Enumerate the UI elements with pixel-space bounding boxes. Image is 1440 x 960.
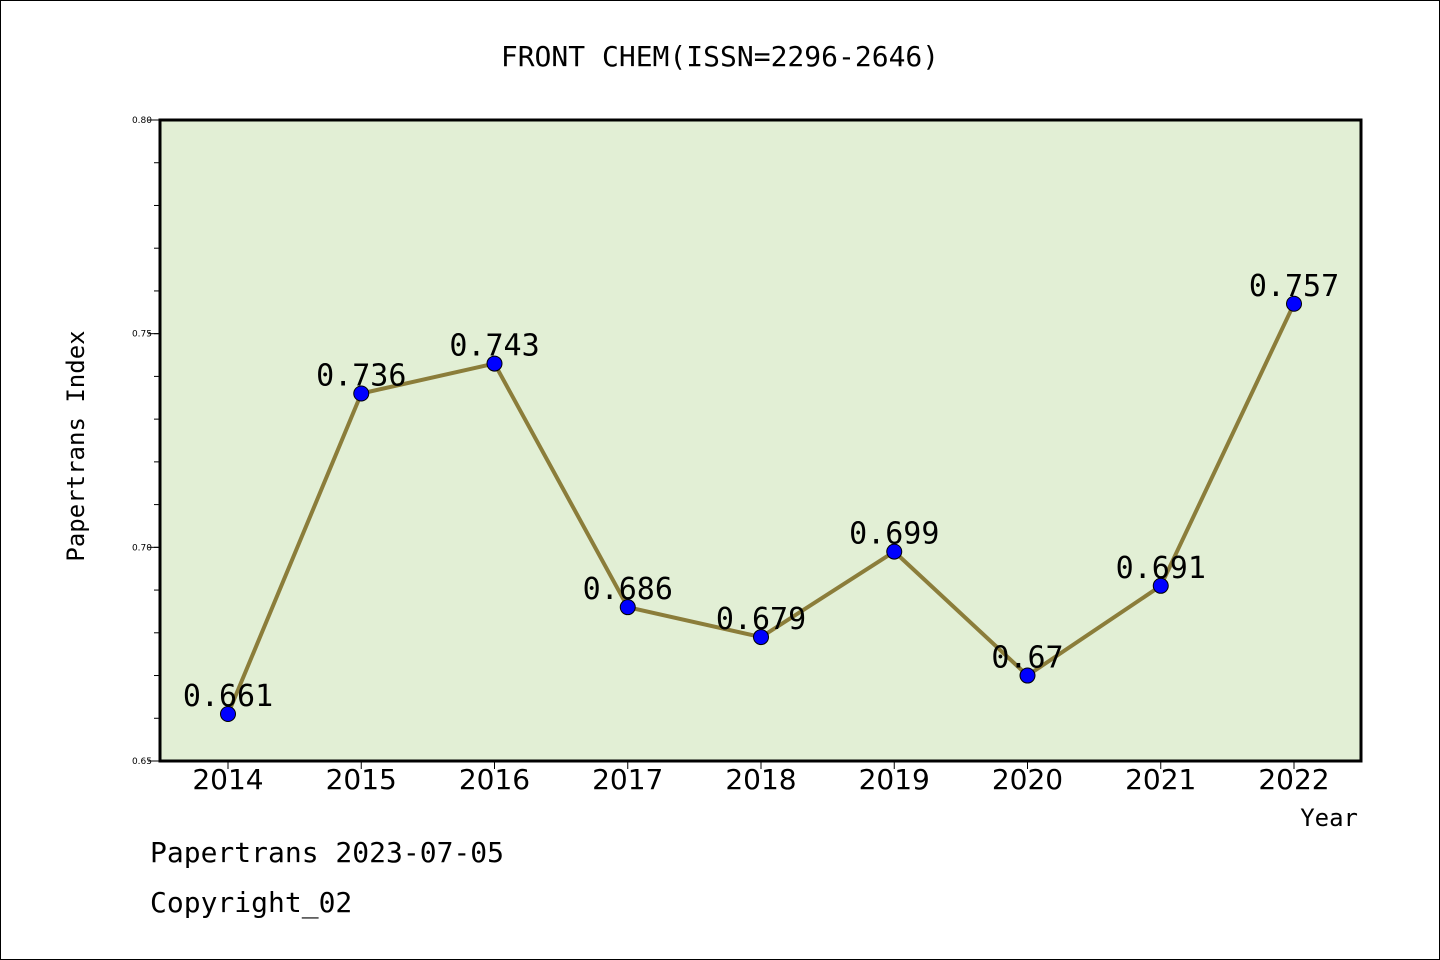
x-tick-label-2015: 2015 <box>326 763 397 796</box>
data-label-2020: 0.67 <box>991 641 1063 676</box>
chart-title: FRONT CHEM(ISSN=2296-2646) <box>501 40 939 73</box>
data-point-2018 <box>753 629 769 646</box>
x-tick-label-2022: 2022 <box>1258 763 1329 796</box>
x-tick-label-2017: 2017 <box>592 763 663 796</box>
data-point-2022 <box>1286 295 1302 312</box>
data-point-2016 <box>486 355 503 372</box>
data-label-2015: 0.736 <box>316 358 406 393</box>
footer-date: Papertrans 2023-07-05 <box>150 836 505 869</box>
data-label-2019: 0.699 <box>849 517 939 552</box>
y-axis-tick-labels: 0.65 0.70 0.75 0.80 <box>132 116 152 767</box>
x-tick-label-2014: 2014 <box>192 763 263 796</box>
series-markers <box>220 295 1302 722</box>
plot-border <box>158 118 1363 763</box>
data-point-2014 <box>220 705 236 722</box>
footer-copyright: Copyright_02 <box>150 886 353 919</box>
data-label-2017: 0.686 <box>583 572 673 607</box>
x-axis-tick-labels: 2014 2015 2016 2017 2018 2019 2020 2021 2022 <box>192 763 1329 796</box>
data-point-2019 <box>886 543 903 560</box>
data-point-2015 <box>353 385 370 402</box>
x-tick-label-2018: 2018 <box>725 763 796 796</box>
data-label-2016: 0.743 <box>449 329 539 364</box>
y-tick-label-3: 0.80 <box>132 116 152 126</box>
x-axis-label: Year <box>1300 804 1358 832</box>
data-label-2014: 0.661 <box>183 679 273 714</box>
data-label-2022: 0.757 <box>1249 269 1339 304</box>
x-tick-label-2020: 2020 <box>992 763 1063 796</box>
data-point-2021 <box>1152 577 1169 594</box>
data-point-2020 <box>1019 667 1036 684</box>
data-label-2018: 0.679 <box>716 602 806 637</box>
plot-area <box>160 120 1361 761</box>
y-axis-label: Papertrans Index <box>62 330 90 561</box>
y-tick-label-0: 0.65 <box>132 757 152 767</box>
data-point-2017 <box>619 599 636 616</box>
x-tick-label-2019: 2019 <box>859 763 930 796</box>
x-tick-label-2016: 2016 <box>459 763 530 796</box>
y-tick-label-2: 0.75 <box>132 330 152 340</box>
data-label-2021: 0.691 <box>1116 551 1206 586</box>
data-labels: 0.661 0.736 0.743 0.686 0.679 0.699 0.67 0.691 0… <box>183 269 1339 714</box>
y-tick-label-1: 0.70 <box>132 543 152 553</box>
x-tick-label-2021: 2021 <box>1125 763 1196 796</box>
